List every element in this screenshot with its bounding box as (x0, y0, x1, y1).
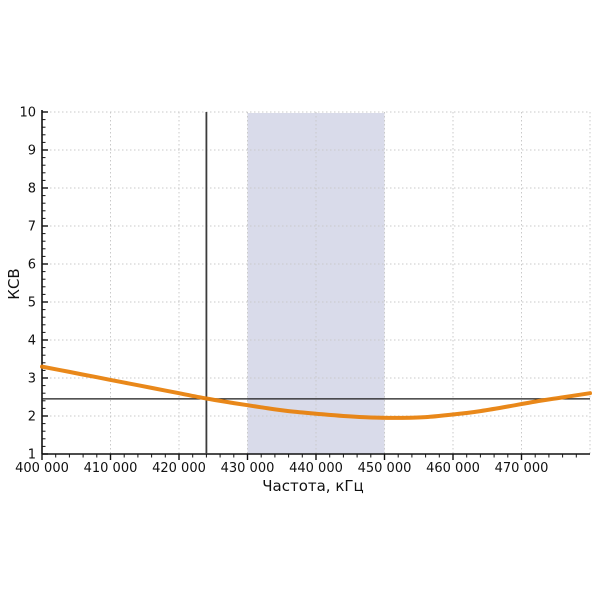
y-tick-label: 5 (28, 296, 36, 311)
tick-label-layer: 1 2 3 4 5 6 7 8 9 10 400 000 410 000 420 000 430 000 4… (15, 106, 548, 477)
y-tick-label: 8 (28, 182, 36, 197)
x-tick-label: 470 000 (495, 461, 549, 476)
axis-layer (41, 110, 590, 460)
x-tick-label: 400 000 (15, 461, 69, 476)
x-tick-label: 410 000 (84, 461, 138, 476)
x-tick-label: 430 000 (221, 461, 275, 476)
y-tick-label: 4 (28, 334, 36, 349)
x-tick-label: 420 000 (152, 461, 206, 476)
y-tick-label: 2 (28, 410, 36, 425)
y-tick-label: 6 (28, 258, 36, 273)
swr-curve (40, 364, 592, 420)
y-axis-title: КСВ (5, 268, 23, 299)
x-tick-label: 440 000 (289, 461, 343, 476)
swr-curve-layer (40, 364, 592, 420)
y-tick-label: 7 (28, 220, 36, 235)
gridline-layer (42, 111, 591, 454)
y-tick-label: 9 (28, 144, 36, 159)
x-tick-label: 460 000 (426, 461, 480, 476)
x-tick-label: 450 000 (358, 461, 412, 476)
y-tick-label: 1 (28, 448, 36, 463)
y-tick-label: 10 (19, 106, 36, 121)
x-axis-title: Частота, кГц (262, 477, 364, 495)
y-tick-label: 3 (28, 372, 36, 387)
